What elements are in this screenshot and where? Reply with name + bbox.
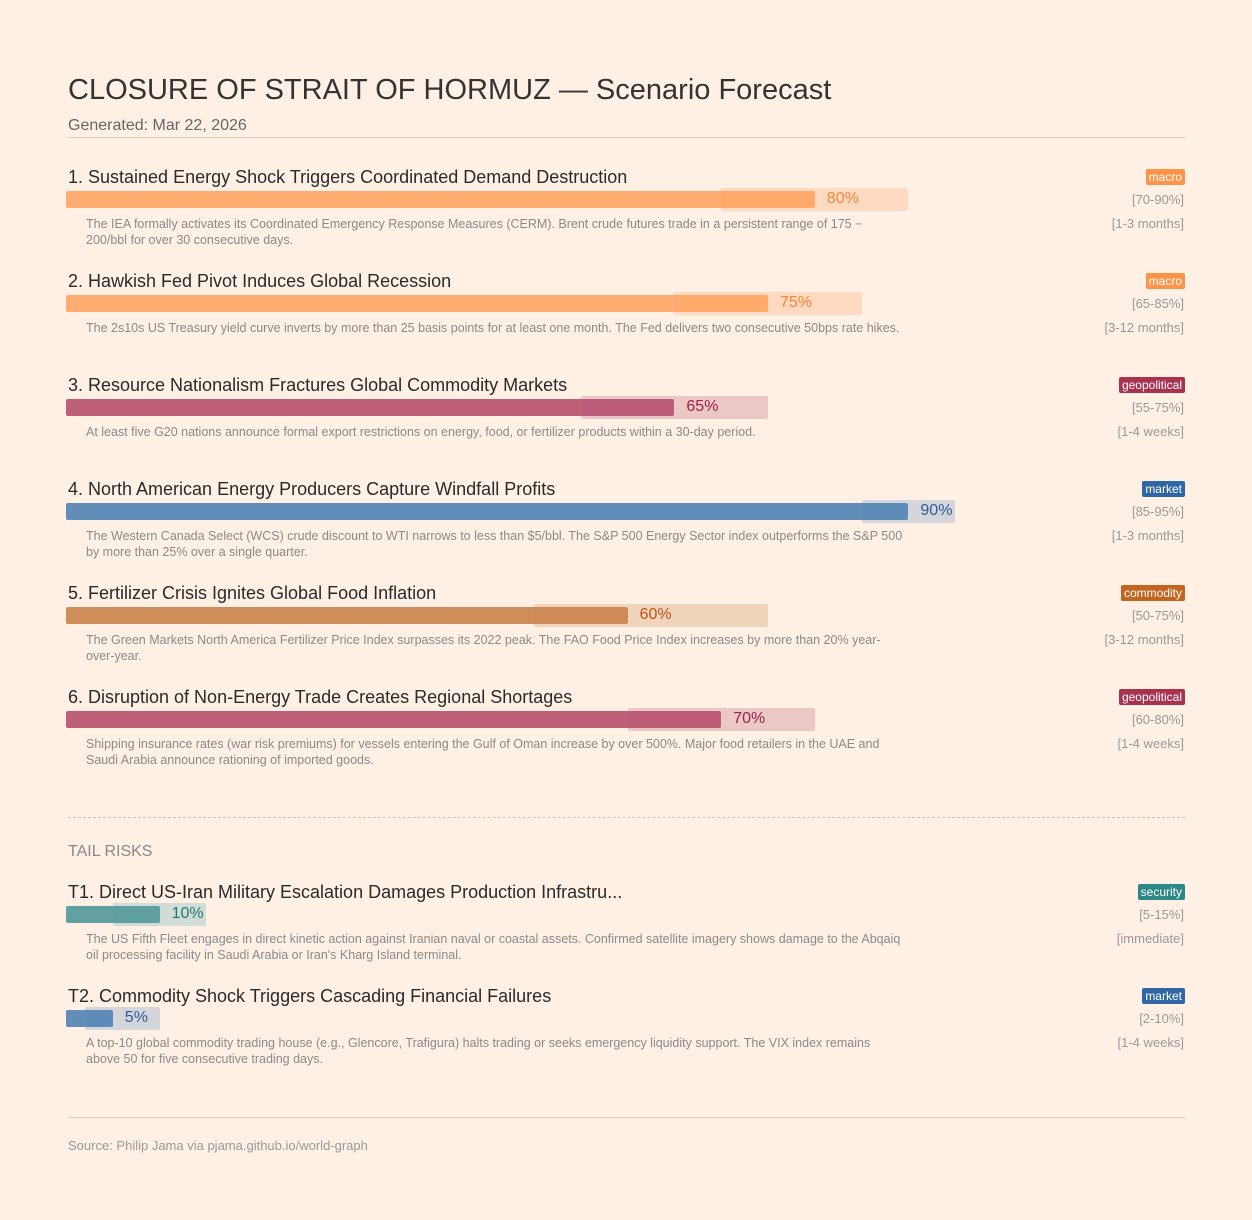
- tail-divider: [68, 817, 1185, 818]
- scenario-item: 4. North American Energy Producers Captu…: [0, 479, 1252, 584]
- scenario-description: The 2s10s US Treasury yield curve invert…: [86, 321, 900, 335]
- timeframe-label: [1-4 weeks]: [1117, 1035, 1184, 1050]
- scenario-item: 5. Fertilizer Crisis Ignites Global Food…: [0, 583, 1252, 688]
- probability-label: 70%: [733, 710, 766, 727]
- source-note: Source: Philip Jama via pjama.github.io/…: [68, 1138, 368, 1153]
- probability-bar: [66, 906, 160, 923]
- category-badge: geopolitical: [1118, 377, 1185, 393]
- scenario-item: 1. Sustained Energy Shock Triggers Coord…: [0, 167, 1252, 272]
- scenario-title: T1. Direct US-Iran Military Escalation D…: [68, 882, 623, 902]
- timeframe-label: [1-4 weeks]: [1117, 424, 1184, 439]
- scenario-title: 6. Disruption of Non-Energy Trade Create…: [68, 687, 573, 707]
- timeframe-label: [3-12 months]: [1104, 632, 1185, 647]
- scenario-title: 4. North American Energy Producers Captu…: [68, 479, 556, 499]
- probability-bar: [66, 399, 675, 416]
- probability-label: 90%: [920, 502, 953, 519]
- scenario-description: The Western Canada Select (WCS) crude di…: [86, 529, 903, 559]
- category-badge: macro: [1145, 273, 1185, 289]
- category-badge: security: [1137, 884, 1185, 900]
- scenario-item: 3. Resource Nationalism Fractures Global…: [0, 375, 1252, 480]
- scenario-title: 1. Sustained Energy Shock Triggers Coord…: [68, 167, 628, 187]
- footer-divider: [68, 1117, 1185, 1118]
- range-label: [5-15%]: [1139, 907, 1184, 922]
- scenario-title: 3. Resource Nationalism Fractures Global…: [68, 375, 568, 395]
- probability-label: 75%: [780, 294, 813, 311]
- probability-bar: [66, 711, 722, 728]
- timeframe-label: [1-3 months]: [1111, 216, 1184, 231]
- range-label: [60-80%]: [1131, 712, 1184, 727]
- probability-bar: [66, 1010, 113, 1027]
- header-divider: [68, 137, 1185, 138]
- probability-label: 65%: [686, 398, 719, 415]
- range-label: [70-90%]: [1131, 192, 1184, 207]
- probability-label: 10%: [171, 905, 204, 922]
- scenario-title: T2. Commodity Shock Triggers Cascading F…: [68, 986, 552, 1006]
- timeframe-label: [1-3 months]: [1111, 528, 1184, 543]
- range-label: [85-95%]: [1131, 504, 1184, 519]
- scenario-item: 2. Hawkish Fed Pivot Induces Global Rece…: [0, 271, 1252, 376]
- category-badge: geopolitical: [1118, 689, 1185, 705]
- scenario-description: A top-10 global commodity trading house …: [86, 1036, 871, 1066]
- probability-bar: [66, 503, 909, 520]
- scenario-description: The IEA formally activates its Coordinat…: [86, 217, 863, 247]
- probability-bar: [66, 191, 815, 208]
- category-badge: macro: [1145, 169, 1185, 185]
- range-label: [65-85%]: [1131, 296, 1184, 311]
- probability-label: 60%: [639, 606, 672, 623]
- range-label: [2-10%]: [1139, 1011, 1184, 1026]
- probability-bar: [66, 295, 768, 312]
- probability-label: 5%: [124, 1009, 148, 1026]
- range-label: [50-75%]: [1131, 608, 1184, 623]
- probability-bar: [66, 607, 628, 624]
- category-badge: market: [1142, 988, 1185, 1004]
- category-badge: commodity: [1120, 585, 1185, 601]
- scenario-item: T1. Direct US-Iran Military Escalation D…: [0, 882, 1252, 987]
- scenario-item: T2. Commodity Shock Triggers Cascading F…: [0, 986, 1252, 1091]
- probability-label: 80%: [826, 190, 859, 207]
- scenario-title: 2. Hawkish Fed Pivot Induces Global Rece…: [68, 271, 452, 291]
- generated-date: Generated: Mar 22, 2026: [68, 117, 247, 134]
- category-badge: market: [1142, 481, 1185, 497]
- range-label: [55-75%]: [1131, 400, 1184, 415]
- scenario-description: The Green Markets North America Fertiliz…: [86, 633, 881, 663]
- scenario-description: Shipping insurance rates (war risk premi…: [86, 737, 880, 767]
- scenario-description: The US Fifth Fleet engages in direct kin…: [86, 932, 901, 962]
- timeframe-label: [immediate]: [1116, 931, 1184, 946]
- scenario-item: 6. Disruption of Non-Energy Trade Create…: [0, 687, 1252, 792]
- timeframe-label: [3-12 months]: [1104, 320, 1185, 335]
- scenario-title: 5. Fertilizer Crisis Ignites Global Food…: [68, 583, 437, 603]
- scenario-description: At least five G20 nations announce forma…: [86, 425, 756, 439]
- tail-risks-heading: TAIL RISKS: [68, 843, 153, 860]
- page-title: CLOSURE OF STRAIT OF HORMUZ — Scenario F…: [68, 74, 832, 106]
- timeframe-label: [1-4 weeks]: [1117, 736, 1184, 751]
